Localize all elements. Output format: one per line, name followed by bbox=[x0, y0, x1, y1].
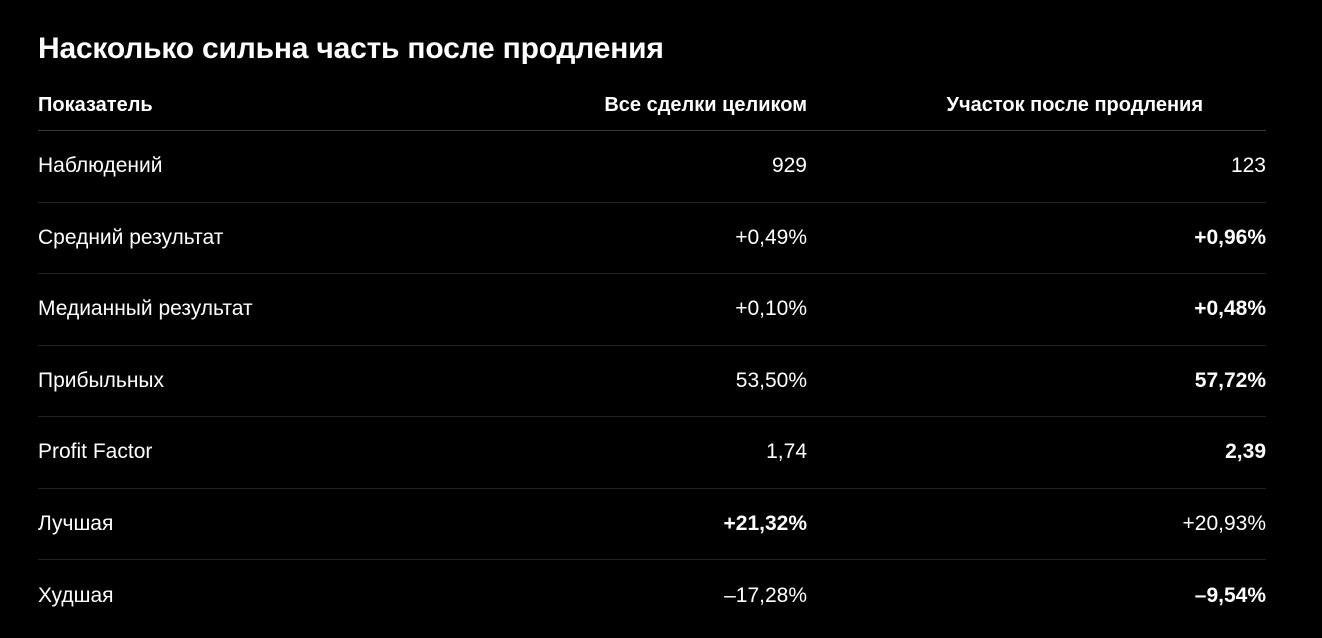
table-header-row: Показатель Все сделки целиком Участок по… bbox=[38, 80, 1266, 131]
all-trades-value: +21,32% bbox=[723, 511, 808, 535]
row-label: Средний результат bbox=[38, 225, 224, 249]
row-label: Лучшая bbox=[38, 511, 114, 535]
header-metric: Показатель bbox=[38, 93, 153, 116]
after-extension-value: +0,48% bbox=[1194, 297, 1266, 321]
table-row: Худшая –17,28% –9,54% bbox=[38, 560, 1266, 632]
table-row: Profit Factor 1,74 2,39 bbox=[38, 417, 1266, 489]
row-label: Худшая bbox=[38, 583, 114, 607]
table-row: Медианный результат +0,10% +0,48% bbox=[38, 274, 1266, 346]
table-row: Наблюдений 929 123 bbox=[38, 131, 1266, 203]
header-after-extension: Участок после продления bbox=[946, 93, 1203, 116]
all-trades-value: 53,50% bbox=[735, 368, 807, 392]
after-extension-value: +20,93% bbox=[1182, 511, 1267, 535]
table-row: Лучшая +21,32% +20,93% bbox=[38, 489, 1267, 560]
row-label: Profit Factor bbox=[38, 440, 153, 464]
comparison-table: Показатель Все сделки целиком Участок по… bbox=[38, 80, 1266, 632]
row-label: Прибыльных bbox=[38, 368, 165, 392]
table-row: Средний результат +0,49% +0,96% bbox=[38, 203, 1266, 274]
after-extension-value: 123 bbox=[1230, 154, 1266, 178]
all-trades-value: –17,28% bbox=[724, 583, 807, 607]
after-extension-value: 57,72% bbox=[1194, 368, 1266, 392]
after-extension-value: –9,54% bbox=[1194, 583, 1266, 607]
all-trades-value: +0,49% bbox=[735, 225, 807, 249]
row-label: Наблюдений bbox=[38, 154, 163, 178]
all-trades-value: 1,74 bbox=[766, 440, 807, 464]
after-extension-value: +0,96% bbox=[1194, 225, 1266, 249]
header-all-trades: Все сделки целиком bbox=[604, 93, 807, 116]
table-row: Прибыльных 53,50% 57,72% bbox=[38, 346, 1266, 417]
row-label: Медианный результат bbox=[38, 297, 253, 321]
page-title: Насколько сильна часть после продления bbox=[38, 32, 664, 65]
after-extension-value: 2,39 bbox=[1225, 440, 1266, 464]
all-trades-value: +0,10% bbox=[735, 297, 807, 321]
all-trades-value: 929 bbox=[771, 154, 807, 178]
